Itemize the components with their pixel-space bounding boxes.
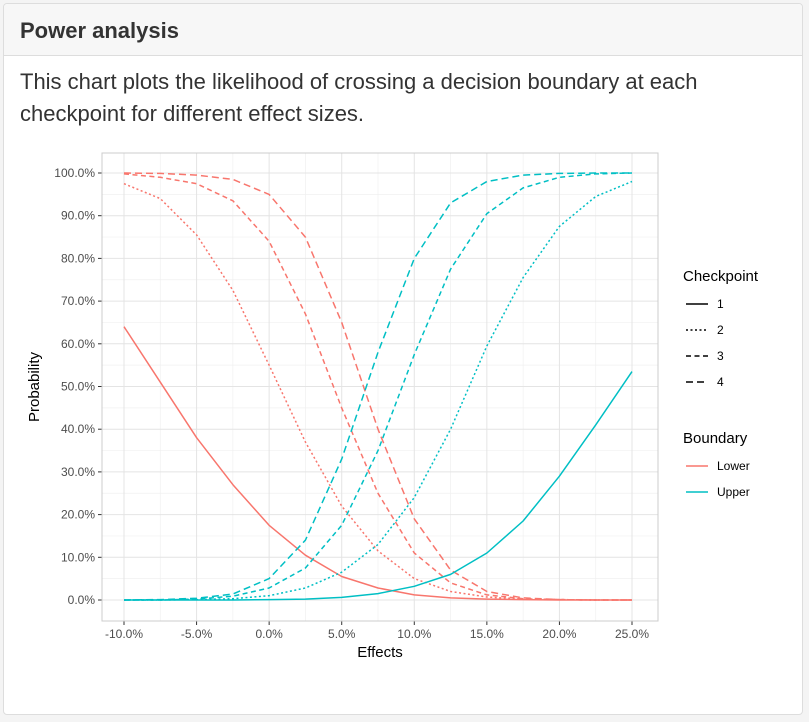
legend-label-checkpoint-3: 3 bbox=[717, 349, 724, 363]
y-tick-label: 10.0% bbox=[61, 550, 95, 564]
x-tick-label: 0.0% bbox=[255, 627, 283, 641]
series-line-upper-checkpoint-1 bbox=[124, 371, 633, 601]
y-tick-label: 90.0% bbox=[61, 209, 95, 223]
y-tick-label: 30.0% bbox=[61, 465, 95, 479]
power-analysis-panel: Power analysis This chart plots the like… bbox=[3, 3, 803, 715]
y-tick-label: 100.0% bbox=[54, 166, 95, 180]
panel-title: Power analysis bbox=[20, 18, 179, 43]
y-tick-label: 50.0% bbox=[61, 380, 95, 394]
series-line-lower-checkpoint-4 bbox=[123, 172, 632, 601]
chart-description: This chart plots the likelihood of cross… bbox=[20, 69, 698, 126]
y-tick-label: 60.0% bbox=[61, 337, 95, 351]
legend-label-checkpoint-2: 2 bbox=[717, 323, 724, 337]
legend-checkpoint-title: Checkpoint bbox=[683, 268, 759, 285]
legend-boundary-title: Boundary bbox=[683, 430, 748, 447]
plot-border bbox=[101, 152, 659, 622]
legend-label-boundary-lower: Lower bbox=[717, 459, 750, 473]
x-tick-label: 25.0% bbox=[615, 627, 649, 641]
legend-label-checkpoint-1: 1 bbox=[717, 297, 724, 311]
panel-header bbox=[4, 4, 802, 56]
x-tick-label: 15.0% bbox=[470, 627, 504, 641]
series-line-upper-checkpoint-3 bbox=[124, 172, 633, 601]
y-axis-title: Probability bbox=[26, 351, 43, 422]
y-tick-label: 80.0% bbox=[61, 251, 95, 265]
legend-label-checkpoint-4: 4 bbox=[717, 375, 724, 389]
y-tick-label: 40.0% bbox=[61, 422, 95, 436]
x-tick-label: 20.0% bbox=[542, 627, 576, 641]
y-tick-label: 20.0% bbox=[61, 508, 95, 522]
y-tick-label: 70.0% bbox=[61, 294, 95, 308]
x-axis-title: Effects bbox=[357, 644, 403, 661]
series-line-lower-checkpoint-2 bbox=[123, 183, 632, 601]
series-line-upper-checkpoint-4 bbox=[123, 172, 632, 601]
x-tick-label: -5.0% bbox=[181, 627, 213, 641]
x-tick-label: 10.0% bbox=[397, 627, 431, 641]
x-tick-label: -10.0% bbox=[105, 627, 143, 641]
x-tick-label: 5.0% bbox=[328, 627, 356, 641]
y-tick-label: 0.0% bbox=[68, 593, 96, 607]
legend-label-boundary-upper: Upper bbox=[717, 485, 750, 499]
